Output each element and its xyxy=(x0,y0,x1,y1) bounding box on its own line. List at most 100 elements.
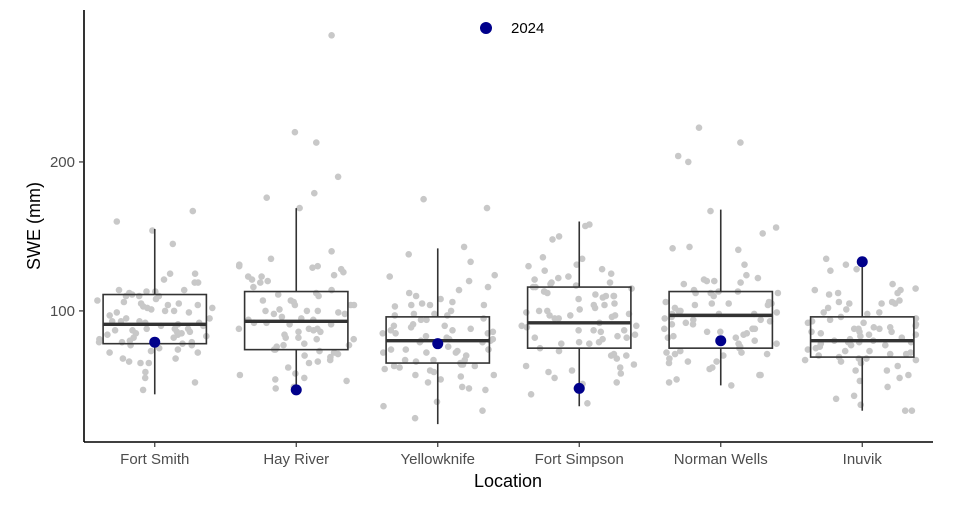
data-point xyxy=(119,355,127,362)
data-point xyxy=(555,315,562,322)
data-point xyxy=(278,313,286,321)
data-point xyxy=(735,246,742,254)
data-point xyxy=(462,352,470,359)
data-point xyxy=(598,265,606,273)
data-point xyxy=(827,267,834,275)
data-point xyxy=(379,330,387,337)
data-point xyxy=(815,352,822,359)
data-point xyxy=(834,289,842,297)
data-point xyxy=(386,273,394,280)
data-point xyxy=(209,304,216,312)
data-point xyxy=(772,224,780,231)
data-point xyxy=(191,270,199,278)
data-point xyxy=(591,304,599,312)
point-2024 xyxy=(856,256,868,268)
data-point xyxy=(826,316,834,324)
point-2024 xyxy=(149,336,161,348)
y-axis-ticks: 100 200 xyxy=(50,154,84,320)
data-point xyxy=(313,335,321,343)
data-point xyxy=(896,374,903,382)
data-point xyxy=(695,124,703,131)
data-point xyxy=(141,374,149,382)
data-point xyxy=(905,371,912,379)
data-point xyxy=(422,332,430,340)
data-point xyxy=(291,128,299,136)
data-point xyxy=(380,402,387,410)
data-point xyxy=(94,297,101,304)
data-point xyxy=(113,218,121,225)
data-point xyxy=(907,349,914,356)
data-point xyxy=(686,243,693,251)
x-axis-ticks: Fort Smith Hay River Yellowknife Fort Simps… xyxy=(120,442,882,468)
data-point xyxy=(194,279,202,286)
data-point xyxy=(152,295,160,303)
data-point xyxy=(812,344,820,352)
x-tick-label: Fort Simpson xyxy=(535,451,624,468)
point-2024 xyxy=(715,335,727,347)
y-tick-label: 200 xyxy=(50,154,75,171)
data-point xyxy=(381,365,389,373)
data-point xyxy=(808,328,815,336)
data-point xyxy=(455,286,463,294)
data-point xyxy=(670,332,677,340)
data-point xyxy=(328,286,335,294)
data-point xyxy=(264,277,272,285)
boxplot-inuvik xyxy=(809,258,915,411)
data-point xyxy=(405,251,413,258)
data-point xyxy=(540,288,548,295)
data-point xyxy=(518,322,525,330)
data-point xyxy=(614,332,621,340)
data-point xyxy=(680,280,688,288)
data-point xyxy=(483,204,491,212)
data-point xyxy=(418,300,426,307)
data-point xyxy=(411,414,419,422)
data-point xyxy=(539,253,547,261)
data-point xyxy=(661,325,668,333)
data-point xyxy=(334,173,342,181)
data-point xyxy=(143,325,150,333)
data-point xyxy=(235,325,243,333)
data-point xyxy=(489,328,497,336)
data-point xyxy=(337,265,345,273)
data-point xyxy=(444,343,452,351)
data-point xyxy=(258,273,265,280)
data-point xyxy=(259,297,267,304)
data-point xyxy=(878,300,885,307)
data-point xyxy=(575,295,582,303)
data-point xyxy=(835,298,843,306)
data-point xyxy=(623,334,630,342)
data-point xyxy=(314,358,322,365)
data-point xyxy=(301,352,308,359)
boxplot-norman-wells xyxy=(668,209,774,386)
data-point xyxy=(292,370,299,377)
data-point xyxy=(467,258,474,266)
data-point xyxy=(412,292,420,300)
data-point xyxy=(737,279,744,286)
data-point xyxy=(164,301,172,309)
data-point xyxy=(674,152,682,160)
data-point xyxy=(430,356,437,364)
data-point xyxy=(460,243,468,251)
data-point xyxy=(846,300,853,307)
data-point xyxy=(490,371,498,379)
data-point xyxy=(607,270,615,278)
boxplot-fort-simpson xyxy=(526,221,632,407)
data-point xyxy=(682,319,690,327)
data-point xyxy=(263,194,271,201)
data-point xyxy=(449,327,456,334)
data-point xyxy=(576,306,583,313)
data-point xyxy=(301,340,308,348)
data-point xyxy=(313,139,320,146)
data-point xyxy=(327,353,334,361)
legend-marker-2024 xyxy=(480,22,492,34)
data-point xyxy=(886,350,894,358)
data-point xyxy=(402,346,410,353)
data-point xyxy=(174,346,182,353)
data-point xyxy=(111,327,119,334)
data-point xyxy=(412,358,420,365)
data-point xyxy=(191,379,199,386)
data-point xyxy=(728,382,735,389)
data-point xyxy=(420,195,427,203)
x-tick-label: Norman Wells xyxy=(674,451,768,468)
data-point xyxy=(599,294,607,301)
